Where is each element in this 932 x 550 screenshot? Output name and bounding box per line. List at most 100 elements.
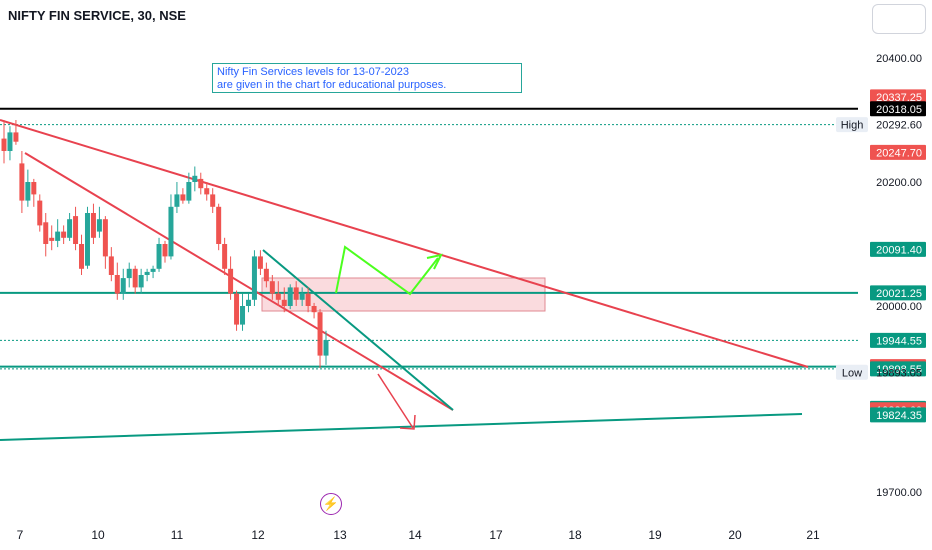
candle-body [96,219,102,232]
candle-body [216,206,222,244]
chart-title: NIFTY FIN SERVICE, 30, NSE [8,8,186,23]
label-20091-bg [870,241,926,257]
candle-body [323,340,329,356]
candle-body [132,268,138,288]
annotation-note: Nifty Fin Services levels for 13-07-2023… [212,63,522,93]
candle-body [263,268,269,282]
candle-body [19,163,25,201]
candle-body [67,219,73,238]
y-tick-label: 19700.00 [876,487,922,499]
label-20337: 20337.25 [876,92,922,104]
candle-body [1,138,7,151]
candle-body [269,281,275,294]
x-tick-label: 14 [408,528,422,542]
lightning-icon[interactable]: ⚡ [320,493,342,515]
label-20318-bg [870,101,926,117]
candle-body [79,244,85,269]
bearish-projection-path [377,373,414,429]
bullish-arrow-head [426,253,443,270]
candle-body [138,275,144,288]
bullish-projection-path [335,245,439,296]
candle-body [90,213,96,238]
candle-body [222,244,228,269]
candle-body [25,182,31,201]
candle-body [234,293,240,325]
x-tick-label: 11 [171,528,184,542]
candle-body [311,306,317,313]
label-19824: 19824.35 [876,410,922,422]
label-high: 20292.60 [876,120,922,132]
x-tick-label: 13 [333,528,347,542]
x-tick-label: 10 [91,528,105,542]
label-low-tag: Low [842,367,862,379]
candle-body [120,278,126,294]
candle-body [281,299,287,306]
label-20021: 20021.25 [876,288,922,300]
candle-body [55,231,61,241]
green-trendline [262,249,454,411]
candle-body [251,256,257,300]
label-19898: 19898.55 [876,364,922,376]
candle-body [49,237,55,241]
candle-body [7,132,13,151]
lower-trendline [24,152,454,411]
candle-body [150,268,156,272]
annotation-line-1: Nifty Fin Services levels for 13-07-2023 [217,66,409,78]
candle-body [192,175,198,182]
annotation-line-2: are given in the chart for educational p… [217,79,447,91]
candle-body [293,287,299,300]
candle-body [198,178,204,189]
label-20091: 20091.40 [876,244,922,256]
bearish-arrow-head [399,414,416,430]
x-tick-label: 7 [17,528,24,542]
label-19898-bg [870,361,926,377]
label-20318: 20318.05 [876,104,922,116]
candle-body [144,271,150,275]
label-20247-bg [870,144,926,160]
label-20247: 20247.70 [876,147,922,159]
candle-body [168,206,174,257]
candle-body [43,222,49,244]
candle-body [126,268,132,279]
label-20337-bg [870,89,926,105]
candle-body [305,293,311,306]
candle-body [114,275,120,294]
candle-body [37,200,43,226]
candle-body [108,256,114,275]
candle-body [204,188,210,195]
x-tick-label: 17 [489,528,503,542]
x-tick-label: 19 [648,528,662,542]
candle-body [156,244,162,269]
y-tick-label: 20000.00 [876,301,922,313]
x-tick-label: 20 [728,528,742,542]
label-19944-bg [870,332,926,348]
candle-body [162,244,168,257]
candle-body [210,194,216,207]
x-tick-label: 18 [568,528,582,542]
candle-body [240,306,246,325]
label-high-tag: High [841,120,864,132]
candle-body [31,182,37,195]
candle-body [73,216,79,244]
candle-body [84,213,90,266]
top-right-button[interactable] [872,4,926,34]
candle-body [317,312,323,356]
candle-body [299,293,305,300]
label-low-tag-bg [836,364,868,380]
x-tick-label: 12 [251,528,265,542]
rising-support-line [0,413,803,441]
candle-body [228,268,234,294]
label-low: 19893.05 [876,367,922,379]
upper-trendline [0,119,809,368]
candle-body [61,231,67,238]
label-19944: 19944.55 [876,335,922,347]
candle-body [102,219,108,257]
candle-body [13,132,19,142]
label-high-tag-bg [836,117,868,133]
label-19824-bg [870,407,926,423]
y-tick-label: 20400.00 [876,53,922,65]
y-tick-label: 20200.00 [876,177,922,189]
candle-body [174,194,180,207]
candle-body [275,293,281,300]
